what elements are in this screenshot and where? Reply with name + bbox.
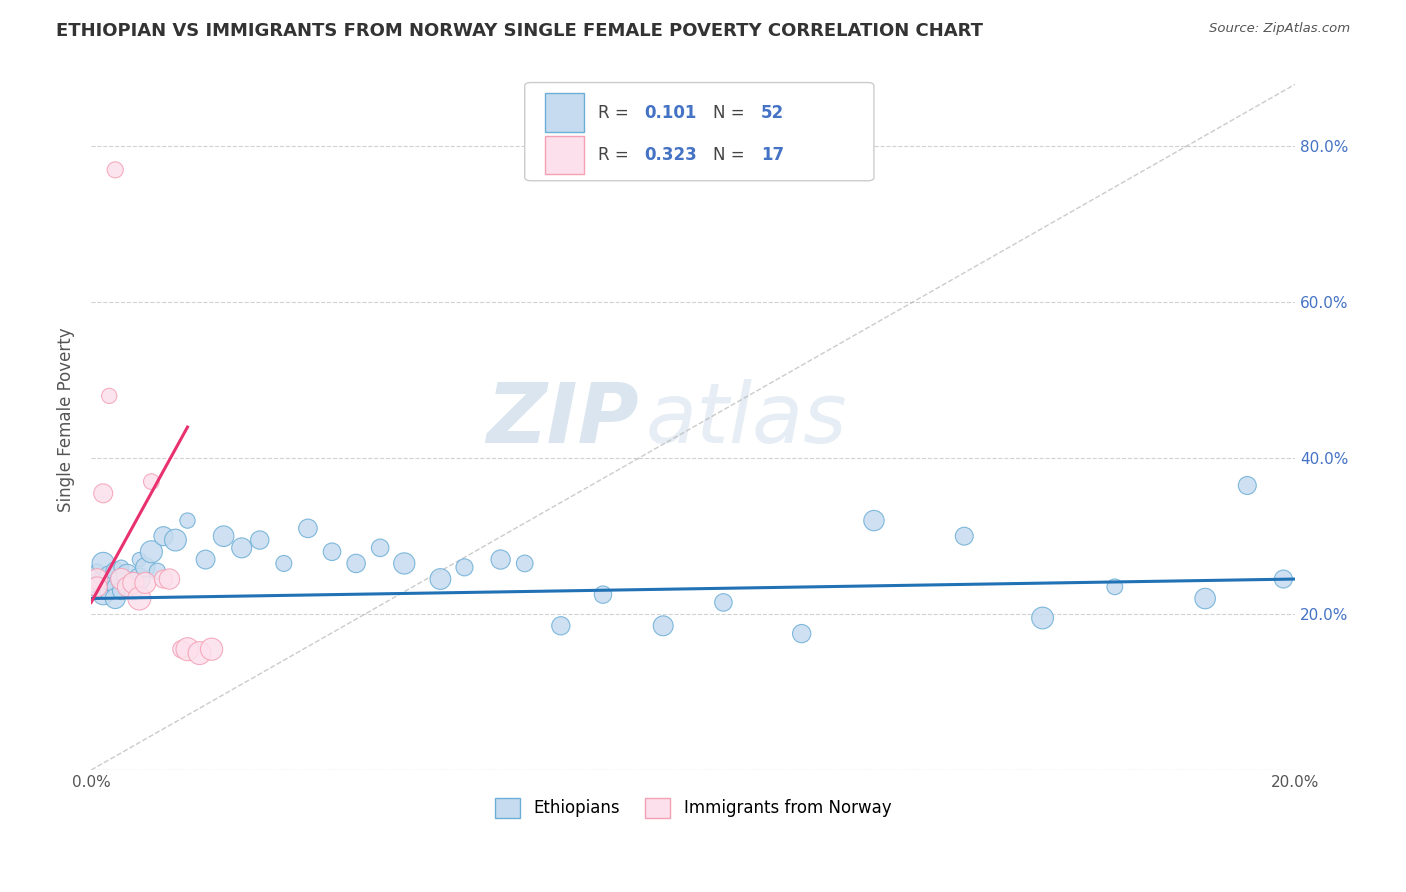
Point [152, 572, 174, 586]
Text: R =: R = [598, 145, 634, 164]
Y-axis label: Single Female Poverty: Single Female Poverty [58, 327, 75, 512]
Bar [546, 94, 583, 132]
Point [713, 595, 735, 609]
Point [863, 514, 886, 528]
Point [141, 545, 163, 559]
Text: Source: ZipAtlas.com: Source: ZipAtlas.com [1209, 22, 1350, 36]
Point [86, 580, 108, 594]
Point [104, 162, 127, 177]
Point [117, 580, 139, 594]
Point [98, 389, 121, 403]
Point [1236, 478, 1258, 492]
Point [176, 514, 198, 528]
Point [128, 552, 150, 566]
Text: R =: R = [598, 103, 634, 121]
Text: ZIP: ZIP [486, 379, 640, 459]
Text: ETHIOPIAN VS IMMIGRANTS FROM NORWAY SINGLE FEMALE POVERTY CORRELATION CHART: ETHIOPIAN VS IMMIGRANTS FROM NORWAY SING… [56, 22, 983, 40]
Text: 17: 17 [761, 145, 785, 164]
Point [91, 557, 114, 571]
Point [152, 529, 174, 543]
Point [212, 529, 235, 543]
Point [86, 572, 108, 586]
Point [453, 560, 475, 574]
Text: N =: N = [713, 103, 749, 121]
Point [117, 580, 139, 594]
Point [513, 557, 536, 571]
Point [429, 572, 451, 586]
Text: 0.101: 0.101 [644, 103, 696, 121]
Point [344, 557, 367, 571]
Point [91, 588, 114, 602]
Point [188, 646, 211, 660]
Point [1272, 572, 1295, 586]
Point [1104, 580, 1126, 594]
Point [394, 557, 416, 571]
Point [86, 564, 108, 578]
Point [91, 572, 114, 586]
Point [231, 541, 253, 555]
Point [652, 619, 675, 633]
Point [194, 552, 217, 566]
Point [86, 580, 108, 594]
Point [297, 521, 319, 535]
Point [110, 560, 132, 574]
Point [176, 642, 198, 657]
Point [141, 475, 163, 489]
Point [104, 564, 127, 578]
Bar [546, 136, 583, 174]
Point [128, 591, 150, 606]
Point [550, 619, 572, 633]
Point [146, 564, 169, 578]
Text: 52: 52 [761, 103, 785, 121]
Text: N =: N = [713, 145, 749, 164]
Point [1194, 591, 1216, 606]
Point [98, 568, 121, 582]
Point [104, 591, 127, 606]
FancyBboxPatch shape [524, 83, 875, 181]
Point [273, 557, 295, 571]
Point [98, 583, 121, 598]
Point [122, 583, 145, 598]
Point [110, 572, 132, 586]
Point [200, 642, 222, 657]
Point [122, 576, 145, 591]
Point [790, 626, 813, 640]
Point [321, 545, 343, 559]
Point [592, 588, 614, 602]
Point [249, 533, 271, 547]
Point [91, 486, 114, 500]
Point [122, 576, 145, 591]
Point [134, 576, 156, 591]
Point [953, 529, 976, 543]
Point [489, 552, 512, 566]
Point [165, 533, 187, 547]
Point [110, 583, 132, 598]
Point [368, 541, 391, 555]
Text: 0.323: 0.323 [644, 145, 697, 164]
Legend: Ethiopians, Immigrants from Norway: Ethiopians, Immigrants from Norway [489, 791, 898, 825]
Point [1032, 611, 1054, 625]
Point [128, 572, 150, 586]
Point [98, 576, 121, 591]
Point [159, 572, 181, 586]
Point [104, 580, 127, 594]
Point [170, 642, 193, 657]
Point [134, 560, 156, 574]
Text: atlas: atlas [645, 379, 846, 459]
Point [117, 568, 139, 582]
Point [110, 572, 132, 586]
